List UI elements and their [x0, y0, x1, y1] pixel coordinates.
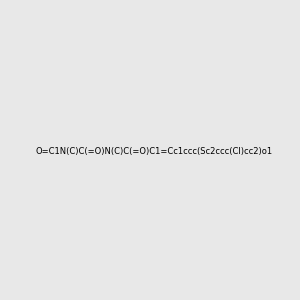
Text: O=C1N(C)C(=O)N(C)C(=O)C1=Cc1ccc(Sc2ccc(Cl)cc2)o1: O=C1N(C)C(=O)N(C)C(=O)C1=Cc1ccc(Sc2ccc(C…	[35, 147, 272, 156]
